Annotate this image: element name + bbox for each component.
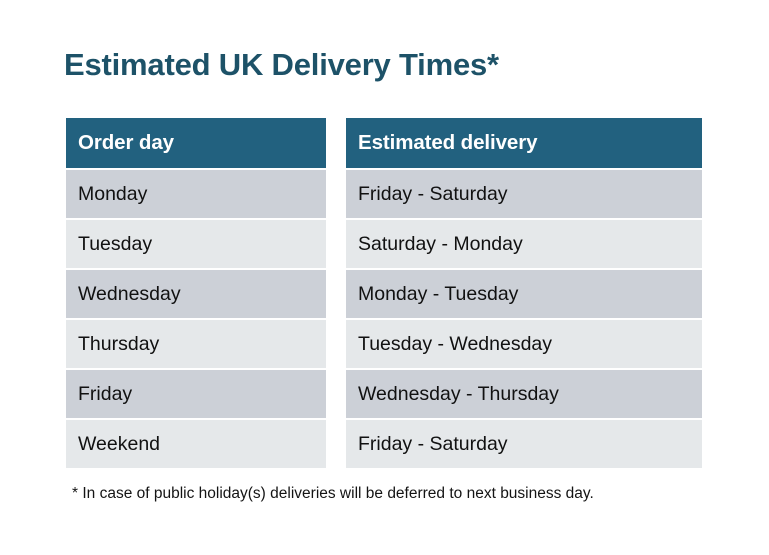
- cell-order-day: Monday: [66, 170, 326, 218]
- delivery-times-table: Order day Estimated delivery Monday Frid…: [66, 118, 702, 468]
- column-divider: [326, 118, 346, 168]
- column-header-order-day: Order day: [66, 118, 326, 168]
- cell-order-day: Weekend: [66, 420, 326, 468]
- table-row: Thursday Tuesday - Wednesday: [66, 320, 702, 368]
- cell-order-day: Friday: [66, 370, 326, 418]
- cell-estimated-delivery: Monday - Tuesday: [346, 270, 702, 318]
- cell-estimated-delivery: Saturday - Monday: [346, 220, 702, 268]
- cell-estimated-delivery: Tuesday - Wednesday: [346, 320, 702, 368]
- table-row: Tuesday Saturday - Monday: [66, 220, 702, 268]
- column-divider: [326, 220, 346, 268]
- column-divider: [326, 370, 346, 418]
- column-divider: [326, 270, 346, 318]
- column-divider: [326, 420, 346, 468]
- page-title: Estimated UK Delivery Times*: [64, 47, 499, 82]
- cell-estimated-delivery: Friday - Saturday: [346, 170, 702, 218]
- cell-order-day: Thursday: [66, 320, 326, 368]
- table-row: Wednesday Monday - Tuesday: [66, 270, 702, 318]
- column-header-estimated-delivery: Estimated delivery: [346, 118, 702, 168]
- column-divider: [326, 320, 346, 368]
- footnote: * In case of public holiday(s) deliverie…: [72, 485, 594, 502]
- cell-estimated-delivery: Friday - Saturday: [346, 420, 702, 468]
- table-header-row: Order day Estimated delivery: [66, 118, 702, 168]
- cell-order-day: Wednesday: [66, 270, 326, 318]
- table-row: Monday Friday - Saturday: [66, 170, 702, 218]
- cell-estimated-delivery: Wednesday - Thursday: [346, 370, 702, 418]
- column-divider: [326, 170, 346, 218]
- table-row: Weekend Friday - Saturday: [66, 420, 702, 468]
- table-row: Friday Wednesday - Thursday: [66, 370, 702, 418]
- cell-order-day: Tuesday: [66, 220, 326, 268]
